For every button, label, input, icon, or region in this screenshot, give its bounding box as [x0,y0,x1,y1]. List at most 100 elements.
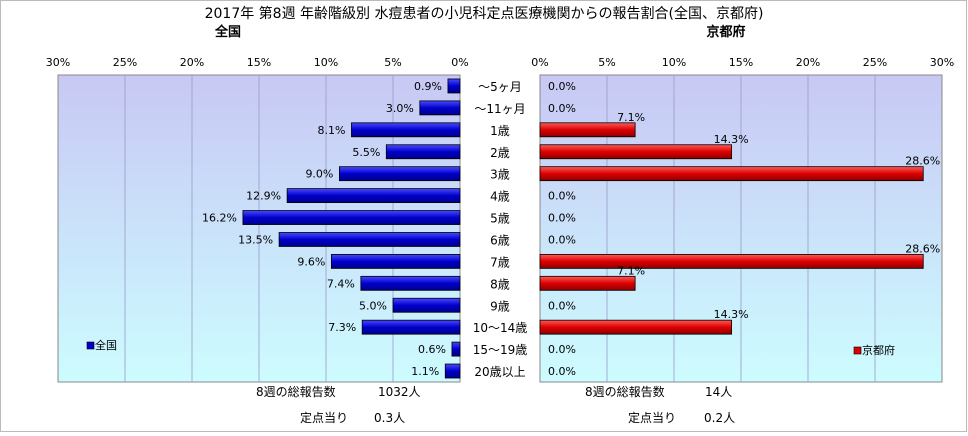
right-tick-label: 0% [531,56,548,69]
right-total-label: 8週の総報告数 [585,384,665,399]
age-category-labels: ～5ヶ月 ～11ヶ月 1歳 2歳 3歳 4歳 5歳 6歳 7歳 8歳 9歳 10～14歳 15～19歳 2… [473,80,528,379]
left-data-label: 9.6% [297,255,325,268]
age-label: 2歳 [490,146,510,160]
right-data-label: 0.0% [548,80,576,93]
left-bar [360,275,461,291]
left-data-label: 3.0% [386,102,414,115]
right-legend-swatch [853,346,862,355]
right-legend-label: 京都府 [862,343,895,357]
left-data-label: 5.5% [352,146,380,159]
age-label: 6歳 [490,233,510,247]
right-bar [539,122,636,138]
right-data-label: 0.0% [548,343,576,356]
left-data-label: 5.0% [359,299,387,312]
right-tick-label: 25% [863,56,887,69]
chart-title: 2017年 第8週 年齢階級別 水痘患者の小児科定点医療機関からの報告割合(全国… [205,5,764,22]
left-legend-swatch [86,341,95,350]
left-bar [278,232,461,247]
right-data-label: 0.0% [548,233,576,246]
left-legend: 全国 [86,338,117,352]
left-data-label: 7.4% [327,277,355,290]
left-bar [419,100,461,116]
right-per-site-value: 0.2人 [704,411,735,425]
right-panel-title: 京都府 [706,24,745,40]
left-bar [392,297,461,313]
right-data-label: 28.6% [905,155,940,168]
right-data-label: 0.0% [548,212,576,225]
left-legend-label: 全国 [95,338,117,352]
left-bar [451,341,461,357]
right-bar [539,319,733,335]
right-data-label: 0.0% [548,102,576,115]
right-bar [539,253,924,269]
right-bars: 0.0% 0.0% 7.1% 14.3% 28.6% 0.0% 0.0% 0.0% 28.6% 7… [539,80,940,378]
right-data-label: 7.1% [617,264,645,277]
right-data-label: 7.1% [617,111,645,124]
left-data-label: 13.5% [238,233,273,246]
right-legend: 京都府 [853,343,895,357]
left-bar [338,166,461,182]
right-data-label: 14.3% [714,308,749,321]
age-label: 20歳以上 [474,365,525,379]
left-data-label: 7.3% [328,321,356,334]
left-data-label: 9.0% [305,168,333,181]
left-data-label: 12.9% [246,190,281,203]
left-data-label: 0.6% [418,343,446,356]
right-data-label: 0.0% [548,365,576,378]
left-data-label: 8.1% [318,124,346,137]
right-per-site-label: 定点当り [628,410,676,425]
right-axis-ticks: 0% 5% 10% 15% 20% 25% 30% [531,56,954,69]
left-bar [242,210,461,225]
left-panel-title: 全国 [214,24,241,40]
left-bar [444,363,461,379]
right-total-value: 14人 [705,385,732,399]
age-label: 9歳 [490,299,510,313]
right-bar [539,275,636,291]
right-tick-label: 10% [662,56,686,69]
left-per-site-label: 定点当り [300,410,348,425]
right-tick-label: 20% [796,56,820,69]
left-bar [330,253,461,269]
age-label: ～5ヶ月 [478,80,522,94]
left-tick-label: 20% [180,56,204,69]
left-data-label: 16.2% [202,212,237,225]
left-bar [385,144,461,160]
left-tick-label: 0% [451,56,468,69]
right-tick-label: 5% [598,56,615,69]
left-per-site-value: 0.3人 [374,411,405,425]
age-label: 4歳 [490,190,510,204]
age-label: 10～14歳 [473,321,528,335]
left-axis-ticks: 0% 5% 10% 15% 20% 25% 30% [46,56,469,69]
left-data-label: 1.1% [411,365,439,378]
right-data-label: 0.0% [548,299,576,312]
right-tick-label: 30% [930,56,954,69]
left-bar [351,122,461,138]
left-total-label: 8週の総報告数 [256,384,336,399]
right-data-label: 0.0% [548,190,576,203]
right-data-label: 14.3% [714,133,749,146]
left-tick-label: 10% [314,56,338,69]
age-label: ～11ヶ月 [474,102,525,116]
left-bar [361,319,461,335]
right-bar [539,166,924,182]
age-label: 1歳 [490,124,510,138]
left-total-value: 1032人 [378,385,421,399]
age-label: 7歳 [490,255,510,269]
left-bars: 0.9%3.0%8.1%5.5%9.0%12.9%16.2%13.5%9.6%7… [202,78,461,379]
left-summary: 8週の総報告数 1032人 定点当り 0.3人 [256,384,421,425]
left-tick-label: 15% [247,56,271,69]
left-tick-label: 25% [113,56,137,69]
age-label: 3歳 [490,168,510,182]
left-data-label: 0.9% [414,80,442,93]
age-label: 15～19歳 [473,343,528,357]
left-tick-label: 5% [384,56,401,69]
right-bar [539,144,733,160]
left-tick-label: 30% [46,56,70,69]
right-tick-label: 15% [729,56,753,69]
left-bar [286,188,461,204]
age-label: 5歳 [490,212,510,226]
age-label: 8歳 [490,277,510,291]
right-summary: 8週の総報告数 14人 定点当り 0.2人 [585,384,735,425]
